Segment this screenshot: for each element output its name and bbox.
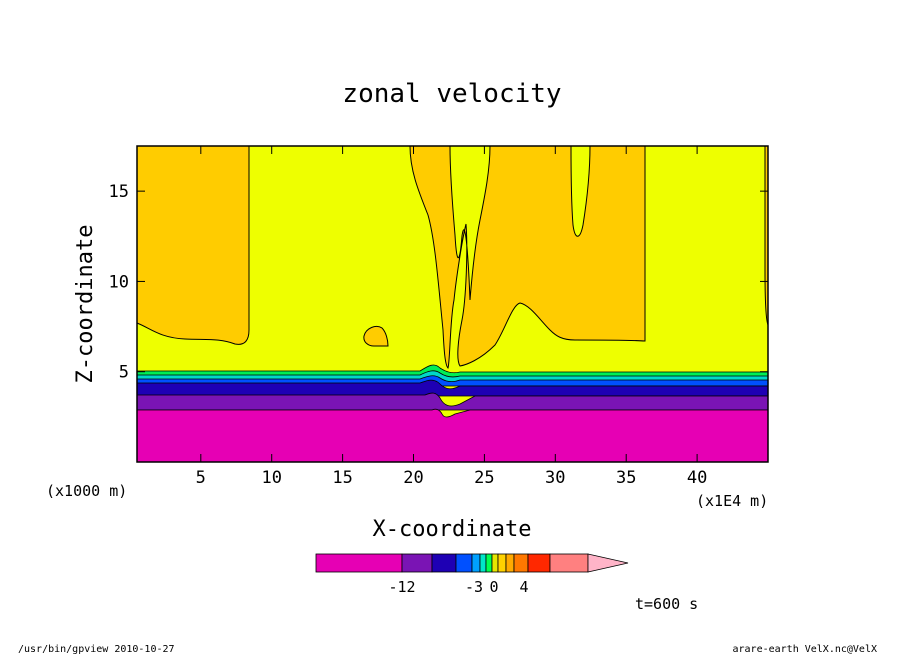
colorbar-swatch — [455, 553, 473, 573]
colorbar-label: 4 — [519, 578, 528, 596]
region-orange — [136, 145, 250, 345]
colorbar-swatch — [401, 553, 433, 573]
chart-title: zonal velocity — [342, 79, 561, 109]
x-axis-ticks: 5 10 15 20 25 30 35 40 — [196, 146, 707, 488]
colorbar-swatch — [491, 553, 499, 573]
x-tick-label: 40 — [687, 468, 707, 488]
x-tick-label: 15 — [332, 468, 352, 488]
colorbar-label: 0 — [489, 578, 498, 596]
x-tick-label: 20 — [403, 468, 423, 488]
y-axis-label: Z-coordinate — [73, 225, 98, 384]
footer-left: /usr/bin/gpview 2010-10-27 — [18, 644, 175, 654]
x-unit-label-right: (x1E4 m) — [696, 492, 768, 510]
x-axis-label: X-coordinate — [373, 517, 532, 542]
plot-area — [136, 145, 769, 463]
colorbar-swatch — [513, 553, 529, 573]
x-unit-label: (x1000 m) — [46, 482, 127, 500]
colorbar-swatch — [549, 553, 589, 573]
colorbar-swatch — [485, 553, 493, 573]
x-tick-label: 5 — [196, 468, 206, 488]
footer-right: arare-earth_VelX.nc@VelX — [733, 644, 878, 654]
y-axis-ticks: 5 10 15 — [109, 182, 768, 383]
region-orange-blob — [363, 325, 389, 347]
colorbar-label: -12 — [388, 578, 415, 596]
colorbar-swatch — [505, 553, 515, 573]
band-purple — [136, 392, 769, 411]
plot-frame — [136, 145, 769, 463]
colorbar-swatch — [431, 553, 457, 573]
colorbar-swatch — [479, 553, 487, 573]
y-tick-label: 10 — [109, 272, 129, 292]
band-magenta — [136, 408, 769, 463]
y-tick-label: 5 — [119, 363, 129, 383]
colorbar-swatch — [497, 553, 507, 573]
colorbar-swatch — [315, 553, 403, 573]
x-tick-label: 10 — [261, 468, 281, 488]
colorbar-swatch — [527, 553, 551, 573]
band-navy — [136, 379, 769, 397]
time-label: t=600 s — [635, 595, 698, 613]
colorbar — [315, 553, 629, 573]
colorbar-arrow — [587, 553, 629, 573]
colorbar-swatch — [471, 553, 481, 573]
x-tick-label: 35 — [616, 468, 636, 488]
x-tick-label: 25 — [474, 468, 494, 488]
colorbar-label: -3 — [465, 578, 483, 596]
x-tick-label: 30 — [545, 468, 565, 488]
colorbar-labels: -12 -3 0 4 — [388, 578, 528, 596]
region-orange-center — [409, 145, 646, 369]
y-tick-label: 15 — [109, 182, 129, 202]
